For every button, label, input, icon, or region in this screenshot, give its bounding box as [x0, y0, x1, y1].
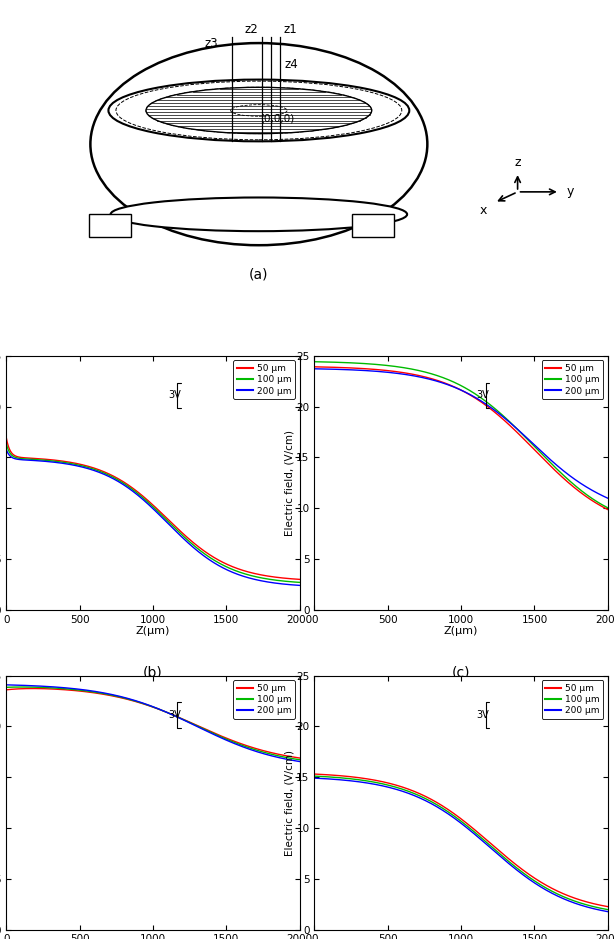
Text: z4: z4 — [284, 58, 298, 71]
Y-axis label: Electric field, (V/cm): Electric field, (V/cm) — [285, 430, 295, 536]
X-axis label: Z(μm): Z(μm) — [444, 626, 478, 636]
Text: z3: z3 — [205, 38, 219, 50]
Legend: 50 μm, 100 μm, 200 μm: 50 μm, 100 μm, 200 μm — [233, 680, 295, 719]
Text: z1: z1 — [284, 23, 297, 36]
Ellipse shape — [111, 197, 407, 231]
Text: (b): (b) — [143, 666, 163, 680]
Legend: 50 μm, 100 μm, 200 μm: 50 μm, 100 μm, 200 μm — [542, 361, 604, 399]
Text: (c): (c) — [452, 666, 470, 680]
Ellipse shape — [146, 87, 371, 133]
Text: 3V: 3V — [476, 391, 489, 400]
Y-axis label: Electric field, (V/cm): Electric field, (V/cm) — [285, 749, 295, 855]
Text: y: y — [567, 185, 574, 198]
Ellipse shape — [90, 43, 427, 245]
Polygon shape — [89, 214, 131, 237]
Polygon shape — [352, 214, 394, 237]
Text: (0,0,0): (0,0,0) — [260, 114, 294, 124]
Text: z: z — [515, 156, 521, 169]
Ellipse shape — [109, 80, 410, 142]
Legend: 50 μm, 100 μm, 200 μm: 50 μm, 100 μm, 200 μm — [233, 361, 295, 399]
Text: 3V: 3V — [168, 391, 181, 400]
X-axis label: Z(μm): Z(μm) — [136, 626, 170, 636]
Text: 3V: 3V — [476, 710, 489, 720]
Text: x: x — [480, 204, 488, 217]
Text: 3V: 3V — [168, 710, 181, 720]
Text: z2: z2 — [244, 23, 258, 36]
Text: (a): (a) — [249, 268, 268, 282]
Legend: 50 μm, 100 μm, 200 μm: 50 μm, 100 μm, 200 μm — [542, 680, 604, 719]
